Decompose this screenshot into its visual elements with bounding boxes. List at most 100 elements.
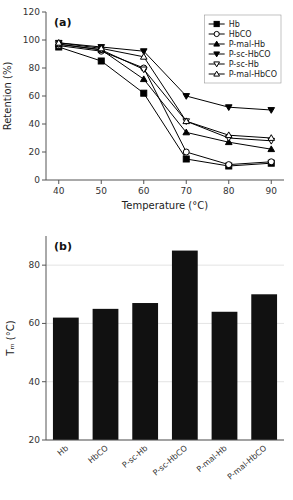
y-tick xyxy=(42,152,46,153)
y-tick xyxy=(42,40,46,41)
legend-box xyxy=(205,15,281,83)
bar xyxy=(172,251,198,440)
x-tick-label: 60 xyxy=(138,186,150,196)
legend-label: P-sc-HbCO xyxy=(229,50,271,59)
x-tick-label: Hb xyxy=(56,444,70,458)
panel-b: 20 40 60 80 Hb HbCO P-sc-HbP-sc-HbCOP-mal-HbP-… xyxy=(5,236,284,498)
panel-label: (a) xyxy=(54,16,71,29)
point xyxy=(225,105,232,111)
x-tick xyxy=(143,180,144,184)
point xyxy=(98,45,105,51)
legend-label: P-sc-Hb xyxy=(229,60,259,69)
x-tick-label: 90 xyxy=(266,186,278,196)
point xyxy=(225,132,232,138)
bar xyxy=(93,309,119,440)
point xyxy=(140,54,147,60)
point xyxy=(268,135,275,141)
plot-area xyxy=(53,251,277,440)
y-axis-label: Retention (%) xyxy=(2,62,13,131)
legend-marker xyxy=(214,21,219,26)
bar xyxy=(132,303,158,440)
legend-label: HbCO xyxy=(229,30,252,39)
y-tick-label: 100 xyxy=(23,35,40,45)
y-tick xyxy=(42,381,46,382)
legend-label: Hb xyxy=(229,20,240,29)
x-tick-label: 50 xyxy=(96,186,108,196)
x-tick-label: 70 xyxy=(181,186,193,196)
y-tick xyxy=(42,265,46,266)
point xyxy=(98,58,104,64)
x-tick-label: P-mal-HbCO xyxy=(226,444,269,482)
x-tick-label: HbCO xyxy=(86,444,109,466)
bar xyxy=(251,294,277,440)
x-tick-label: P-mal-Hb xyxy=(195,444,229,474)
point xyxy=(183,149,189,155)
y-tick-label: 120 xyxy=(23,7,40,17)
point xyxy=(55,40,62,46)
x-tick-label: 40 xyxy=(53,186,65,196)
y-tick xyxy=(42,323,46,324)
x-tick xyxy=(271,180,272,184)
point xyxy=(268,146,275,152)
y-tick-label: 80 xyxy=(29,260,41,270)
y-tick xyxy=(42,12,46,13)
y-tick-label: 40 xyxy=(29,377,41,387)
grid-line xyxy=(46,265,284,266)
y-tick xyxy=(42,180,46,181)
y-axis-line xyxy=(46,236,47,440)
series-line xyxy=(59,43,272,138)
x-tick-label: 80 xyxy=(223,186,235,196)
legend: HbHbCOP-mal-HbP-sc-HbCOP-sc-HbP-mal-HbCO xyxy=(205,15,281,83)
x-tick xyxy=(58,180,59,184)
point xyxy=(140,76,147,82)
series-line xyxy=(59,44,272,149)
y-tick-label: 0 xyxy=(34,175,40,185)
y-tick-label: 20 xyxy=(29,147,41,157)
panel-label: (b) xyxy=(54,240,72,253)
x-tick xyxy=(186,180,187,184)
x-tick xyxy=(101,180,102,184)
legend-marker xyxy=(214,41,220,46)
panel-a: 40 50 60 70 80 90 0 20 40 60 80 100 120 Temperature (… xyxy=(2,7,284,211)
y-tick xyxy=(42,124,46,125)
point xyxy=(268,159,274,165)
y-tick-label: 40 xyxy=(29,119,41,129)
y-tick xyxy=(42,96,46,97)
legend-marker xyxy=(214,52,220,57)
point xyxy=(183,94,190,100)
bar xyxy=(212,312,238,440)
legend-marker xyxy=(214,62,220,67)
point xyxy=(183,118,190,124)
point xyxy=(183,129,190,135)
point xyxy=(268,108,275,114)
x-axis-label: Temperature (°C) xyxy=(121,200,208,211)
y-tick-label: 80 xyxy=(29,63,41,73)
legend-label: P-mal-HbCO xyxy=(229,70,277,79)
figure: 40 50 60 70 80 90 0 20 40 60 80 100 120 Temperature (… xyxy=(0,0,293,500)
point xyxy=(140,67,147,73)
bar xyxy=(53,318,79,440)
plot-area xyxy=(55,40,274,170)
grid-line xyxy=(46,440,284,441)
y-tick-label: 60 xyxy=(29,91,41,101)
y-tick xyxy=(42,440,46,441)
x-axis-line xyxy=(46,180,284,181)
series-line xyxy=(59,44,272,141)
point xyxy=(183,119,190,125)
x-tick xyxy=(228,180,229,184)
y-tick-label: 60 xyxy=(29,318,41,328)
y-tick xyxy=(42,68,46,69)
legend-marker xyxy=(214,71,220,76)
point xyxy=(141,90,147,96)
x-tick-label: P-sc-HbCO xyxy=(151,444,189,478)
x-axis-line xyxy=(46,440,284,441)
grid-line xyxy=(46,323,284,324)
y-tick-label: 20 xyxy=(29,435,41,445)
y-axis-label: Tₘ (°C) xyxy=(5,320,16,356)
x-tick-label: P-sc-Hb xyxy=(121,444,150,470)
legend-marker xyxy=(214,31,219,36)
point xyxy=(55,40,62,46)
legend-label: P-mal-Hb xyxy=(229,40,265,49)
point xyxy=(183,156,189,162)
grid-line xyxy=(46,381,284,382)
